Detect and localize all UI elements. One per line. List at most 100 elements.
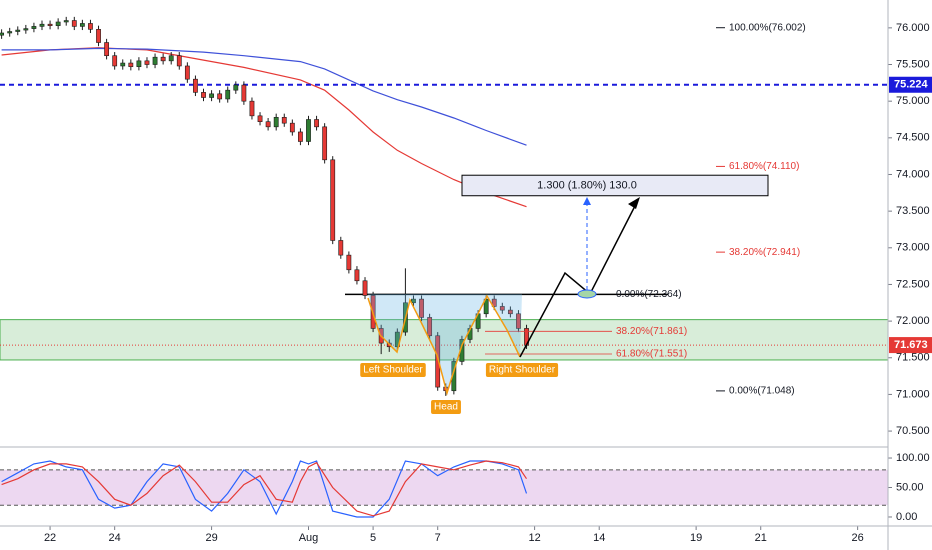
y-tick-label: 71.000 <box>896 388 930 400</box>
target-box <box>461 174 769 197</box>
candle-body <box>362 280 368 296</box>
candle-body <box>7 31 13 34</box>
candle-body <box>338 240 344 256</box>
candle-body <box>273 116 279 128</box>
annotation-label: Head <box>434 402 458 413</box>
candle-body <box>23 28 29 31</box>
fib-label: 0.00%(71.048) <box>729 386 795 397</box>
candle-body <box>104 42 109 57</box>
candle-body <box>128 62 134 68</box>
candle-body <box>63 20 69 23</box>
x-tick-label: Aug <box>299 532 319 544</box>
candle-body <box>71 20 77 27</box>
candle-body <box>31 26 37 29</box>
stoch-y-tick-label: 0.00 <box>896 511 917 523</box>
candle-body <box>306 119 311 142</box>
candle-body <box>120 62 126 67</box>
annotation-label: Left Shoulder <box>363 365 423 376</box>
candle-body <box>160 56 166 62</box>
candle-body <box>152 56 158 65</box>
y-tick-label: 74.500 <box>896 132 930 144</box>
y-tick-label: 75.000 <box>896 95 930 107</box>
y-tick-label: 72.000 <box>896 315 930 327</box>
top-layer: 75.224 71.673 Left Shoulder Head Right Shoul… <box>360 76 932 414</box>
arrow-head <box>583 197 591 205</box>
candle-body <box>184 65 190 80</box>
candle-body <box>298 131 303 142</box>
candle-body <box>55 21 61 26</box>
candle-body <box>112 55 118 67</box>
candle-body <box>265 121 271 128</box>
projection-line <box>519 199 639 358</box>
pattern-fill <box>368 294 522 393</box>
y-tick-label: 76.000 <box>896 22 930 34</box>
x-tick-label: 14 <box>593 532 605 544</box>
annotation-box <box>431 400 461 414</box>
annotation-box <box>360 363 426 377</box>
y-tick-label: 73.000 <box>896 242 930 254</box>
candle-body <box>241 84 247 102</box>
x-tick-label: 22 <box>44 532 56 544</box>
annotation-label: Right Shoulder <box>489 365 556 376</box>
candle-body <box>435 335 441 388</box>
candle-body <box>257 115 263 122</box>
candle-body <box>217 93 223 100</box>
x-tick-label: 29 <box>205 532 217 544</box>
x-tick-label: 19 <box>690 532 702 544</box>
pattern-line <box>367 294 521 396</box>
candle-body <box>88 23 93 30</box>
candle-body <box>201 92 206 98</box>
price-label: 71.673 <box>894 339 928 351</box>
candle-body <box>225 89 231 100</box>
candle-body <box>168 55 174 62</box>
x-tick-label: 5 <box>370 532 376 544</box>
annotation-box <box>485 363 559 377</box>
x-tick-label: 24 <box>109 532 121 544</box>
candle-body <box>47 23 53 26</box>
candle-body <box>79 23 85 27</box>
stoch-band <box>0 469 888 506</box>
candle-body <box>314 119 319 128</box>
back-layer: 76.000 75.500 75.000 74.500 74.000 73.500 73.0… <box>0 22 930 544</box>
candle-body <box>136 60 142 68</box>
candle-body <box>209 93 214 98</box>
target-label: 1.300 (1.80%) 130.0 <box>537 179 637 191</box>
fib-label: 100.00%(76.002) <box>729 22 806 33</box>
candle-body <box>249 100 255 117</box>
candle-body <box>144 60 150 65</box>
x-tick-label: 12 <box>528 532 540 544</box>
candle-body <box>507 309 513 315</box>
price-label: 75.224 <box>894 79 929 91</box>
support-zone <box>0 319 889 361</box>
fib-label: 38.20%(72.941) <box>729 247 800 258</box>
stoch-y-tick-label: 50.00 <box>896 481 924 493</box>
y-tick-label: 74.000 <box>896 168 930 180</box>
price-label-box <box>889 76 932 93</box>
y-tick-label: 71.500 <box>896 352 930 364</box>
candle-body <box>499 306 505 311</box>
y-tick-label: 73.500 <box>896 205 930 217</box>
y-tick-label: 70.500 <box>896 425 930 437</box>
candle-body <box>193 78 198 93</box>
candle-body <box>96 29 101 43</box>
y-tick-label: 75.500 <box>896 58 930 70</box>
candle-body <box>176 55 182 67</box>
candle-body <box>354 269 360 282</box>
candle-body <box>491 298 497 307</box>
marker-ellipse <box>577 289 597 299</box>
x-tick-label: 7 <box>435 532 441 544</box>
candle-body <box>411 298 416 304</box>
price-label-box <box>889 337 932 354</box>
stoch-y-tick-label: 100.00 <box>896 452 930 464</box>
fib-label: 61.80%(74.110) <box>729 161 799 172</box>
candle-body <box>0 32 5 36</box>
candle-body <box>322 126 328 161</box>
stoch-line <box>1 460 528 518</box>
stoch-line <box>1 460 527 517</box>
candle-body <box>346 254 352 271</box>
candle-body <box>15 29 21 32</box>
fib-label: 61.80%(71.551) <box>616 349 687 360</box>
candle-body <box>330 159 336 241</box>
candle-body <box>427 317 433 337</box>
